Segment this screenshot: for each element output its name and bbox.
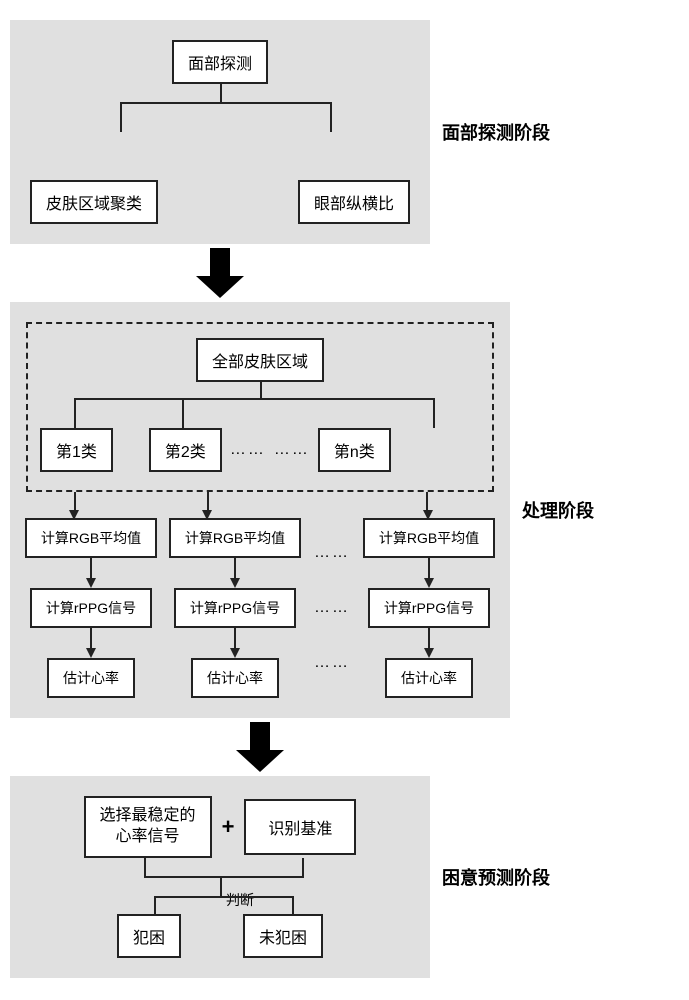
class-1-box: 第1类 <box>40 428 113 472</box>
stage3-panel: 选择最稳定的 心率信号 + 识别基准 判断 犯困 未犯困 <box>10 776 430 978</box>
stage1-root-box: 面部探测 <box>172 40 268 84</box>
class-n-box: 第n类 <box>318 428 391 472</box>
coln-step-rgb: 计算RGB平均值 <box>363 518 495 558</box>
stage3-plus: + <box>222 814 235 840</box>
stage2-columns: 计算RGB平均值 计算rPPG信号 估计心率 计算RGB平均值 计算rPPG信号… <box>26 518 494 698</box>
stage2-row: 全部皮肤区域 第1类 第2类 …… …… 第n类 <box>10 302 679 718</box>
stage3-label: 困意预测阶段 <box>442 864 550 890</box>
col2-step-hr: 估计心率 <box>191 658 279 698</box>
stage1-child-eye-aspect: 眼部纵横比 <box>298 180 410 224</box>
stage2-dashed-region: 全部皮肤区域 第1类 第2类 …… …… 第n类 <box>26 322 494 492</box>
outcome-drowsy: 犯困 <box>117 914 181 958</box>
col2-step-rppg: 计算rPPG信号 <box>174 588 296 628</box>
col1-step-hr: 估计心率 <box>47 658 135 698</box>
col2-step-rgb: 计算RGB平均值 <box>169 518 301 558</box>
stage1-panel: 面部探测 皮肤区域聚类 眼部纵横比 <box>10 20 430 244</box>
stage1-label: 面部探测阶段 <box>442 119 550 145</box>
stage1-row: 面部探测 皮肤区域聚类 眼部纵横比 面部探测阶段 <box>10 20 679 244</box>
stage3-left-box: 选择最稳定的 心率信号 <box>84 796 212 858</box>
arrow-stage1-to-stage2 <box>10 248 430 298</box>
col1-step-rgb: 计算RGB平均值 <box>25 518 157 558</box>
class-ellipsis-2: …… <box>274 441 310 459</box>
class-ellipsis-1: …… <box>230 441 266 459</box>
stage2-dashed-root-box: 全部皮肤区域 <box>196 338 324 382</box>
stage3-right-box: 识别基准 <box>244 799 356 855</box>
judge-label: 判断 <box>226 890 254 910</box>
col1-step-rppg: 计算rPPG信号 <box>30 588 152 628</box>
coln-step-hr: 估计心率 <box>385 658 473 698</box>
stage2-label: 处理阶段 <box>522 497 594 523</box>
step-ellipsis-1: …… <box>314 544 350 562</box>
step-ellipsis-2: …… <box>314 599 350 617</box>
stage3-row: 选择最稳定的 心率信号 + 识别基准 判断 犯困 未犯困 困意预测阶段 <box>10 776 679 978</box>
stage2-panel: 全部皮肤区域 第1类 第2类 …… …… 第n类 <box>10 302 510 718</box>
step-ellipsis-3: …… <box>314 654 350 672</box>
outcome-not-drowsy: 未犯困 <box>243 914 323 958</box>
stage1-child-skin-cluster: 皮肤区域聚类 <box>30 180 158 224</box>
class-2-box: 第2类 <box>149 428 222 472</box>
arrow-stage2-to-stage3 <box>10 722 510 772</box>
coln-step-rppg: 计算rPPG信号 <box>368 588 490 628</box>
